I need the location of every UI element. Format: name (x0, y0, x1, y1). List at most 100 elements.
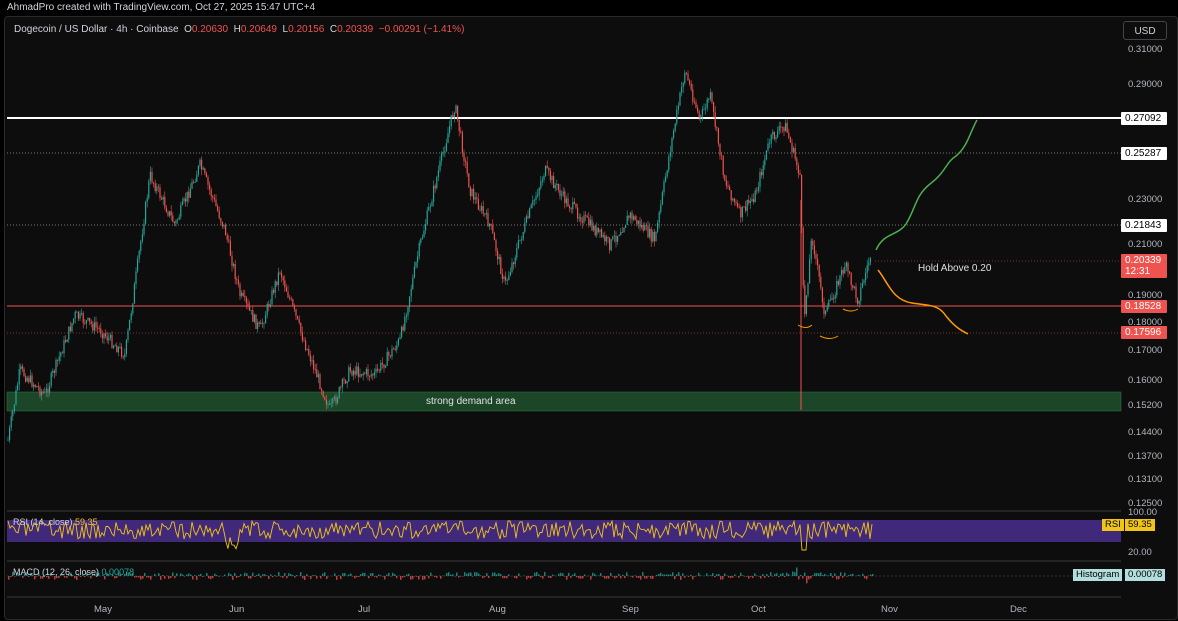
candle-body (73, 318, 75, 323)
candle-body (412, 277, 414, 289)
candle-body (713, 102, 715, 113)
macd-bar (240, 574, 242, 576)
candle-body (249, 305, 251, 311)
candle-body (207, 176, 209, 185)
histogram-tag-name: Histogram (1073, 569, 1123, 581)
macd-bar (864, 576, 866, 579)
rsi-tag-value: 59.35 (1125, 519, 1155, 531)
candle-body (524, 222, 526, 233)
candle-body (450, 115, 452, 127)
macd-bar (806, 576, 808, 584)
candle-body (263, 323, 265, 325)
hold-above-label: Hold Above 0.20 (918, 263, 992, 274)
macd-bar (470, 572, 472, 576)
ohlc-legend: Dogecoin / US Dollar · 4h · Coinbase O0.… (14, 24, 464, 35)
macd-bar (642, 572, 644, 576)
low-marker-2 (819, 335, 839, 339)
time-tick-aug: Aug (489, 604, 506, 615)
candle-body (585, 215, 587, 217)
candle-body (452, 115, 454, 118)
candle-body (642, 224, 644, 231)
candle-body (338, 387, 340, 398)
candle-body (377, 368, 379, 371)
macd-bar (106, 572, 108, 576)
candle-body (837, 281, 839, 285)
candle-body (548, 167, 550, 172)
candle-body (79, 313, 81, 319)
candle-body (343, 379, 345, 381)
price-tick: 0.13700 (1128, 451, 1163, 462)
candle-body (37, 386, 39, 388)
macd-bar (126, 572, 128, 576)
macd-bar (832, 576, 834, 578)
candle-body (204, 168, 206, 174)
macd-bar (44, 575, 46, 576)
macd-bar (380, 575, 382, 576)
candle-body (580, 217, 582, 221)
candle-body (765, 150, 767, 160)
macd-bar (418, 576, 420, 580)
candle-body (791, 142, 793, 153)
macd-bar (466, 573, 468, 576)
candle-body (468, 173, 470, 188)
candle-body (53, 370, 55, 373)
candle-body (545, 165, 547, 176)
candle-body (789, 137, 791, 143)
candle-body (698, 111, 700, 118)
candle-body (303, 340, 305, 342)
candle-body (21, 366, 23, 369)
macd-bar (416, 576, 418, 577)
candle-body (292, 299, 294, 306)
candle-body (490, 223, 492, 226)
macd-bar (338, 575, 340, 576)
candle-body (746, 199, 748, 211)
candle-body (373, 372, 375, 376)
macd-bar (744, 576, 746, 577)
candle-body (693, 101, 695, 103)
macd-bar (148, 576, 150, 578)
macd-bar (72, 574, 74, 576)
macd-bar (564, 576, 566, 577)
macd-bar (388, 572, 390, 576)
candle-body (609, 237, 611, 251)
macd-bar (488, 576, 490, 579)
candle-body (617, 235, 619, 242)
candle-body (380, 362, 382, 371)
chart-frame (4, 16, 1178, 620)
macd-bar (694, 576, 696, 577)
macd-bar (8, 576, 10, 580)
candle-body (15, 390, 17, 405)
candle-body (98, 328, 100, 329)
last-price-tag: 0.20339 12:31 (1121, 254, 1167, 278)
candle-body (241, 292, 243, 297)
macd-bar (582, 576, 584, 579)
candle-body (796, 158, 798, 166)
candle-body (567, 198, 569, 207)
candle-body (7, 439, 9, 441)
time-tick-jun: Jun (229, 604, 245, 615)
macd-bar (680, 576, 682, 580)
candle-body (93, 322, 95, 331)
macd-bar (176, 573, 178, 576)
candle-body (301, 332, 303, 341)
macd-bar (212, 576, 214, 579)
macd-bar (734, 574, 736, 576)
price-tick: 0.13100 (1128, 474, 1163, 485)
macd-bar (14, 576, 16, 577)
candle-body (753, 199, 755, 203)
macd-bar (538, 574, 540, 576)
macd-bar (808, 576, 810, 580)
candle-body (119, 346, 121, 348)
macd-bar (188, 573, 190, 576)
candle-body (10, 416, 12, 428)
macd-bar (68, 574, 70, 576)
macd-bar (362, 572, 364, 576)
macd-bar (610, 572, 612, 576)
macd-bar (604, 576, 606, 579)
macd-bar (92, 574, 94, 576)
currency-button[interactable]: USD (1123, 21, 1167, 40)
level-price-tag-2: 0.25287 (1121, 147, 1167, 160)
candle-body (844, 266, 846, 274)
macd-bar (794, 572, 796, 576)
